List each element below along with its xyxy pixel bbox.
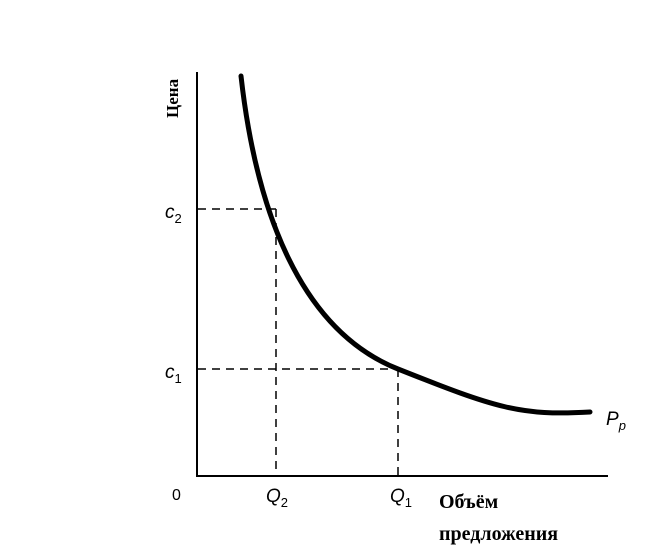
supply-curve [238, 73, 593, 416]
guide-lines [198, 208, 399, 476]
quantity-label-q1-sub: 1 [405, 495, 412, 510]
price-label-c2-sub: 2 [175, 211, 182, 226]
quantity-label-q2: Q2 [266, 486, 288, 510]
price-label-c1-base: c [165, 362, 175, 383]
x-axis-label-line2: предложения [439, 523, 558, 545]
price-label-c2: c2 [165, 202, 182, 226]
curve-label-base: P [606, 409, 619, 430]
origin-label: 0 [172, 487, 181, 504]
curve-label: Pp [606, 409, 626, 433]
price-label-c1-sub: 1 [175, 371, 182, 386]
price-label-c2-base: c [165, 202, 175, 223]
quantity-label-q1-base: Q [390, 486, 405, 507]
quantity-label-q1: Q1 [390, 486, 412, 510]
quantity-label-q2-base: Q [266, 486, 281, 507]
curve-label-sub: p [618, 418, 626, 433]
price-label-c1: c1 [165, 362, 182, 386]
y-axis-label: Цена [163, 78, 182, 118]
quantity-label-q2-sub: 2 [281, 495, 288, 510]
x-axis-label-line1: Объём [439, 491, 498, 513]
